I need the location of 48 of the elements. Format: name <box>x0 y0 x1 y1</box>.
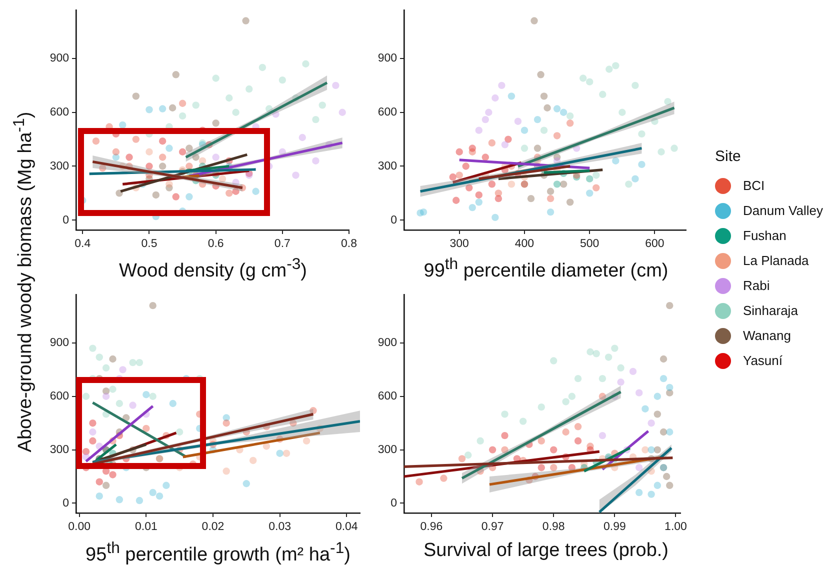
y-tick-label: 300 <box>378 160 397 172</box>
x-tick-label: 0.4 <box>74 238 92 250</box>
y-tick-label: 300 <box>50 444 69 456</box>
y-tick-label: 900 <box>378 52 397 65</box>
y-tick-label: 0 <box>62 497 69 510</box>
x-tick-label: 0.98 <box>542 521 565 534</box>
x-tick-label: 0.99 <box>603 521 626 534</box>
x-tick-label: 0.97 <box>481 521 504 534</box>
legend-label: Yasuní <box>743 353 783 368</box>
legend-label: Fushan <box>743 228 786 243</box>
legend-title: Site <box>715 148 742 165</box>
x-tick-label: 0.03 <box>268 521 292 534</box>
x-tick-label: 0.01 <box>134 521 158 534</box>
x-tick-label: 0.96 <box>420 521 443 534</box>
y-tick-label: 900 <box>50 337 69 350</box>
y-tick-label: 300 <box>50 160 69 172</box>
y-tick-label: 0 <box>390 214 397 226</box>
x-axis-title: 99$^{th}$ percentile diameter (cm) <box>422 256 670 282</box>
y-tick-label: 600 <box>378 106 397 119</box>
legend-label: Wanang <box>743 328 791 343</box>
x-tick-label: 1.00 <box>664 521 687 534</box>
y-tick-label: 600 <box>50 390 69 403</box>
x-tick-label: 0.02 <box>202 521 224 534</box>
y-tick-label: 600 <box>378 390 397 403</box>
x-tick-label: 400 <box>514 238 534 250</box>
y-tick-label: 0 <box>62 214 69 226</box>
y-tick-label: 300 <box>378 444 397 456</box>
legend-label: BCI <box>743 178 765 193</box>
x-axis-title: Wood density (g cm$^{-3}$) <box>118 256 308 282</box>
legend-label: La Planada <box>743 253 809 268</box>
x-tick-label: 500 <box>580 238 600 250</box>
y-tick-label: 900 <box>50 52 69 65</box>
x-tick-label: 600 <box>645 238 664 250</box>
x-tick-label: 0.04 <box>335 521 358 534</box>
y-tick-label: 600 <box>50 106 69 119</box>
y-tick-label: 900 <box>378 337 397 350</box>
legend-label: Sinharaja <box>743 303 798 318</box>
x-axis-title: 95$^{th}$ percentile growth (m² ha$^{-1}$) <box>84 540 352 566</box>
legend-label: Rabi <box>743 278 770 293</box>
x-tick-label: 300 <box>450 238 469 250</box>
x-tick-label: 0.8 <box>341 238 358 250</box>
x-tick-label: 0.6 <box>208 238 224 250</box>
x-tick-label: 0.5 <box>141 238 158 250</box>
x-tick-label: 0.00 <box>68 521 91 534</box>
x-axis-title: Survival of large trees (prob.) <box>422 540 670 562</box>
legend-label: Danum Valley <box>743 203 823 218</box>
x-tick-label: 0.7 <box>274 238 290 250</box>
y-tick-label: 0 <box>390 497 397 510</box>
